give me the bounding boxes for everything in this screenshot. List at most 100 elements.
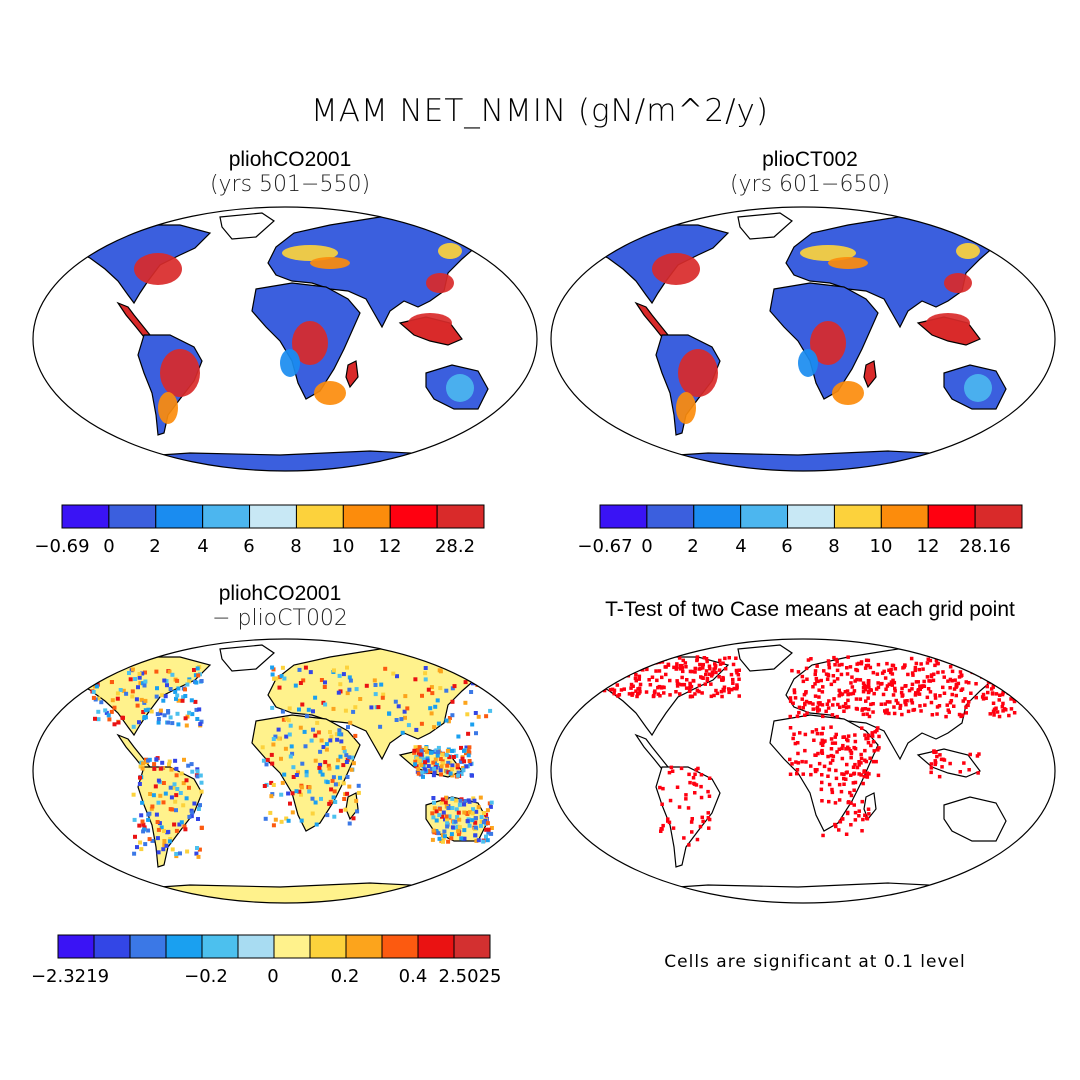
- anomaly-cell-452: [299, 792, 303, 797]
- anomaly-cell-613: [419, 763, 424, 767]
- significant-cell-16: [714, 688, 718, 693]
- anomaly-cell-35: [175, 678, 180, 683]
- anomaly-cell-600: [419, 749, 424, 754]
- anomaly-cell-213: [140, 819, 145, 824]
- anomaly-cell-425: [318, 762, 323, 767]
- significant-cell-352: [980, 672, 984, 676]
- significant-cell-193: [622, 687, 626, 691]
- significant-cell-780: [684, 793, 688, 797]
- anomaly-cell-757: [445, 824, 450, 829]
- anomaly-cell-364: [435, 698, 440, 703]
- significant-cell-671: [857, 763, 861, 767]
- anomaly-cell-244: [195, 769, 200, 774]
- anomaly-cell-24: [176, 722, 181, 727]
- significant-cell-894: [958, 770, 962, 774]
- map-boundary: [550, 638, 1056, 904]
- map-panel-bottom-left: [32, 638, 538, 904]
- significant-cell-252: [906, 672, 910, 677]
- anomaly-cell-632: [462, 748, 466, 753]
- significant-cell-234: [817, 688, 821, 692]
- significant-cell-7: [681, 658, 685, 663]
- significant-cell-5: [717, 675, 721, 679]
- colorbar-box-6: [273, 934, 311, 959]
- anomaly-cell-92: [197, 707, 202, 712]
- significant-cell-171: [615, 660, 620, 665]
- significant-cell-379: [820, 690, 825, 694]
- anomaly-cell-57: [176, 698, 181, 703]
- hotspot-tl-8: [314, 381, 346, 405]
- anomaly-cell-223: [196, 854, 201, 859]
- anomaly-cell-742: [436, 831, 441, 836]
- significant-cell-708: [815, 731, 820, 736]
- anomaly-cell-473: [273, 734, 278, 739]
- significant-cell-557: [966, 700, 971, 704]
- significant-cell-146: [707, 672, 712, 676]
- significant-cell-183: [656, 685, 660, 690]
- significant-cell-282: [935, 705, 940, 709]
- significant-cell-888: [929, 766, 934, 770]
- hotspot-tr-7: [956, 243, 980, 259]
- anomaly-cell-531: [431, 773, 436, 778]
- significant-cell-0: [633, 658, 637, 662]
- anomaly-cell-382: [479, 668, 484, 672]
- significant-cell-553: [1003, 656, 1008, 660]
- significant-cell-594: [843, 702, 848, 706]
- significant-cell-493: [827, 665, 832, 670]
- anomaly-cell-287: [364, 683, 369, 688]
- significant-cell-649: [809, 772, 813, 777]
- significant-cell-176: [664, 672, 668, 677]
- anomaly-cell-165: [140, 800, 145, 805]
- anomaly-cell-631: [464, 764, 469, 769]
- significant-cell-291: [848, 665, 853, 669]
- significance-note: Cells are significant at 0.1 level: [664, 952, 966, 972]
- anomaly-cell-404: [270, 792, 275, 797]
- anomaly-cell-234: [156, 827, 161, 832]
- anomaly-cell-337: [450, 699, 455, 704]
- significant-cell-302: [956, 681, 961, 686]
- anomaly-cell-51: [109, 709, 114, 714]
- anomaly-cell-189: [174, 808, 178, 813]
- anomaly-cell-241: [141, 761, 146, 766]
- significant-cell-596: [866, 681, 871, 685]
- anomaly-cell-340: [450, 713, 455, 718]
- significant-cell-468: [835, 668, 840, 673]
- anomaly-cell-12: [156, 720, 161, 725]
- anomaly-cell-250: [153, 784, 158, 789]
- significant-cell-131: [709, 682, 713, 686]
- significant-cell-785: [690, 830, 694, 834]
- anomaly-cell-644: [412, 748, 417, 753]
- significant-cell-368: [988, 712, 992, 716]
- significant-cell-111: [659, 657, 663, 661]
- anomaly-cell-590: [416, 771, 421, 776]
- anomaly-cell-188: [167, 759, 172, 764]
- anomaly-cell-98: [167, 669, 172, 674]
- significant-cell-211: [690, 669, 694, 674]
- significant-cell-314: [1001, 691, 1005, 695]
- significant-cell-850: [849, 801, 853, 805]
- land-madagascar: [345, 792, 359, 821]
- anomaly-cell-73: [193, 699, 198, 704]
- significant-cell-679: [793, 741, 798, 746]
- anomaly-cell-379: [402, 709, 407, 714]
- anomaly-cell-652: [441, 836, 446, 841]
- significant-cell-617: [876, 662, 881, 667]
- anomaly-cell-679: [442, 834, 447, 839]
- anomaly-cell-384: [423, 666, 428, 670]
- significant-cell-190: [615, 683, 620, 687]
- significant-cell-175: [704, 669, 709, 673]
- significant-cell-331: [964, 711, 968, 715]
- anomaly-cell-353: [274, 676, 279, 681]
- significant-cell-756: [820, 743, 825, 747]
- significant-cell-686: [871, 740, 876, 744]
- anomaly-cell-334: [348, 678, 353, 683]
- significant-cell-615: [880, 681, 884, 686]
- significant-cell-402: [960, 673, 964, 677]
- significant-cell-159: [690, 694, 695, 699]
- anomaly-cell-209: [161, 847, 166, 852]
- colorbar-top-left: −0.69 0 2 4 6 8 10 12 28.2: [34, 504, 485, 557]
- anomaly-cell-129: [142, 714, 147, 719]
- anomaly-cell-22: [130, 689, 135, 694]
- significant-cell-478: [821, 714, 825, 719]
- anomaly-cell-300: [378, 724, 383, 729]
- significant-cell-644: [876, 726, 880, 730]
